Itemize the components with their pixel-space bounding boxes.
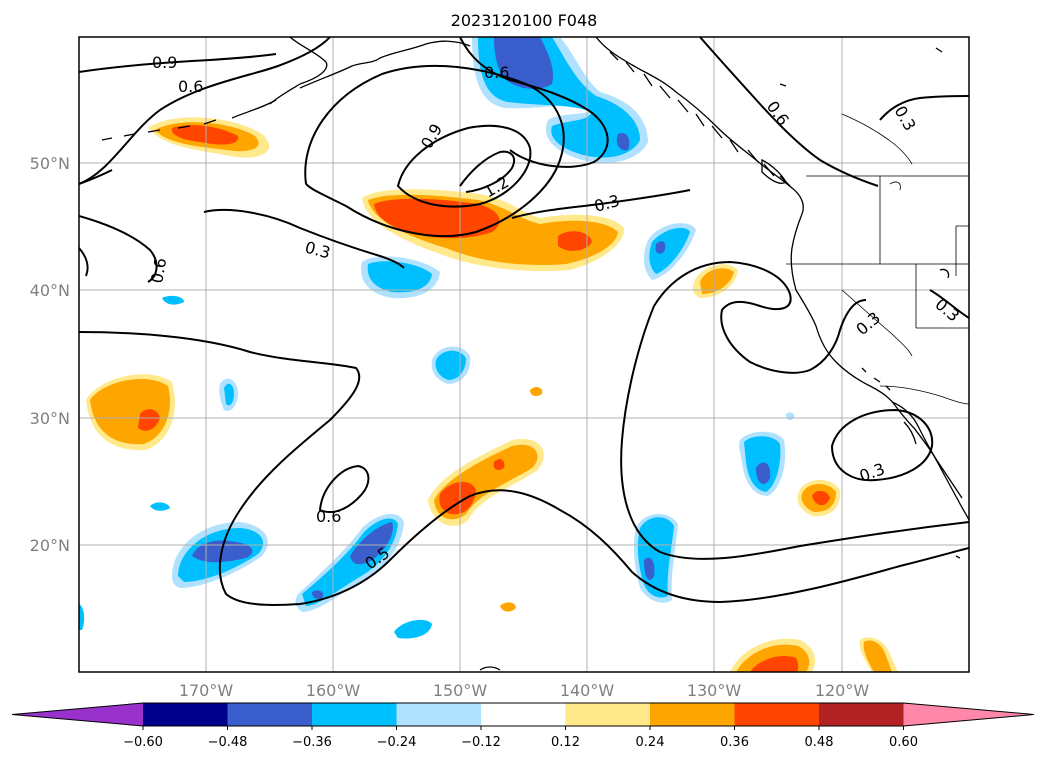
colorbar-swatch (227, 703, 313, 726)
field-orange-40n-mid (700, 268, 734, 294)
colorbar-tick-label: −0.24 (377, 735, 417, 750)
lon-tick-label: 140°W (560, 681, 615, 700)
lon-tick-label: 170°W (179, 681, 234, 700)
colorbar-tick-label: 0.48 (805, 735, 834, 750)
field-blue-126w-core (756, 462, 771, 484)
graticule (79, 37, 969, 672)
field-orange-122w-core (812, 490, 830, 506)
field-orange-25n-core (439, 481, 476, 515)
figure-title: 2023120100 F048 (451, 11, 598, 30)
map-frame (78, 36, 970, 673)
colorbar-swatch (396, 703, 482, 726)
colorbar-swatch (734, 703, 820, 726)
field-aleutian-core (171, 125, 239, 145)
colorbar-swatch (312, 703, 398, 726)
contour-label: 0.6 (316, 507, 341, 526)
lon-tick-label: 150°W (433, 681, 488, 700)
field-blue-streak-core (350, 522, 393, 565)
field-blue-left-edge (79, 604, 85, 630)
field-blue-43n-mid (649, 227, 690, 274)
colorbar-swatch-under (12, 703, 143, 726)
colorbar-swatch (481, 703, 567, 726)
shaded-fields (79, 37, 898, 672)
colorbar-tick-label: 0.36 (720, 735, 749, 750)
lat-tick-label: 30°N (30, 409, 70, 428)
colorbar-swatch (650, 703, 736, 726)
lon-tick-label: 120°W (815, 681, 870, 700)
colorbar-swatch (819, 703, 905, 726)
field-blue-tiny-172w (150, 502, 170, 511)
field-jet-core (374, 198, 500, 239)
field-yellow-tiny (530, 387, 543, 397)
field-gulf-alaska-core-2 (616, 132, 630, 151)
colorbar-swatch (565, 703, 651, 726)
field-blue-43n-core (655, 241, 666, 254)
lat-axis: 50°N 40°N 30°N 20°N (30, 154, 70, 555)
field-blue-168w-mid (224, 383, 234, 406)
colorbar-tick-label: 0.24 (636, 735, 665, 750)
lat-tick-label: 40°N (30, 281, 70, 300)
contour-label: 0.6 (484, 63, 509, 82)
field-orange-25n-core-2 (493, 459, 505, 470)
colorbar-tick-label: −0.48 (208, 735, 248, 750)
lat-tick-label: 20°N (30, 536, 70, 555)
field-blue-35n-mid (435, 350, 466, 380)
colorbar-tick-label: 0.12 (551, 735, 580, 750)
lon-tick-label: 130°W (687, 681, 742, 700)
lon-tick-label: 160°W (306, 681, 361, 700)
colorbar-tick-label: −0.60 (123, 735, 163, 750)
field-blue-45n-mid (367, 261, 432, 293)
lon-axis: 170°W 160°W 150°W 140°W 130°W 120°W (179, 681, 870, 700)
field-blue-12n (394, 619, 432, 639)
field-jet-core-2 (558, 231, 592, 251)
field-blue-135w-core (644, 557, 655, 580)
field-orange-tiny-14n (500, 602, 516, 612)
colorbar-swatch (143, 703, 229, 726)
map-panel: 0.9 0.6 0.6 0.9 1.2 0.3 0.3 0.6 0.6 0.3 … (79, 37, 969, 672)
field-blue-small-172w (162, 295, 184, 305)
field-blue-streak-core-2 (312, 590, 324, 599)
lat-tick-label: 50°N (30, 154, 70, 173)
contour-label: 0.9 (152, 53, 177, 72)
colorbar: −0.60 −0.48 −0.36 −0.24 −0.12 0.12 0.24 0.36 0.4… (11, 702, 1035, 750)
contour-lines (79, 37, 969, 606)
colorbar-tick-label: 0.60 (889, 735, 918, 750)
colorbar-swatch-over (903, 703, 1034, 726)
field-orange-bottom-right-mid (863, 640, 892, 672)
colorbar-tick-label: −0.36 (292, 735, 332, 750)
field-orange-bottom-core (750, 655, 799, 672)
field-orange-31n-core (138, 409, 160, 431)
colorbar-tick-label: −0.12 (461, 735, 501, 750)
contour-label: 0.6 (147, 256, 170, 284)
contour-label: 0.6 (178, 77, 203, 96)
field-gulf-alaska-core (494, 37, 554, 89)
